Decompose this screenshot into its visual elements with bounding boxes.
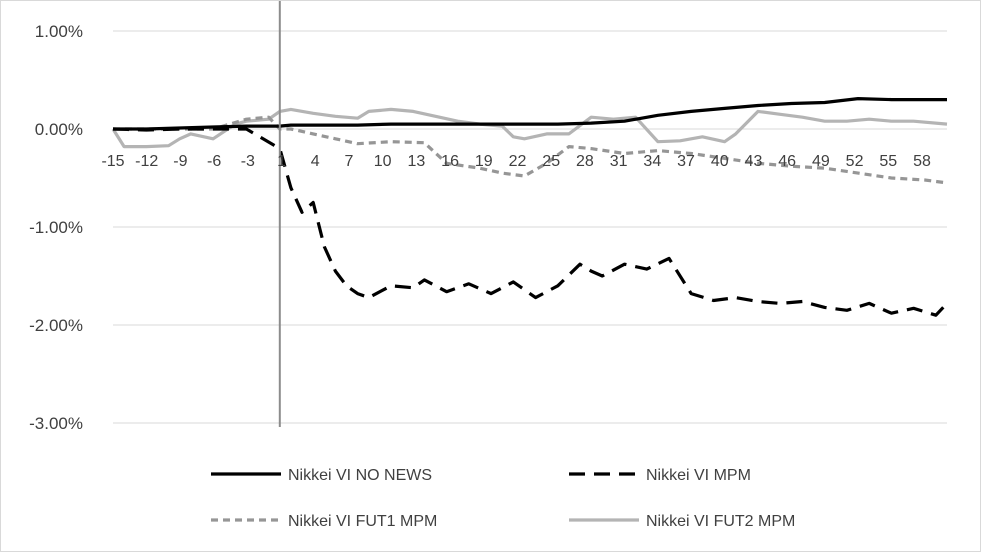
gridlines bbox=[113, 30, 947, 424]
x-tick-label: 7 bbox=[345, 153, 354, 170]
x-tick-label: 43 bbox=[745, 153, 763, 170]
series-line bbox=[113, 96, 947, 131]
x-tick-label: 46 bbox=[778, 153, 796, 170]
x-tick-label: 37 bbox=[677, 153, 695, 170]
x-tick-label: -6 bbox=[207, 153, 221, 170]
x-tick-label: 31 bbox=[610, 153, 628, 170]
legend-label: Nikkei VI FUT2 MPM bbox=[646, 513, 795, 530]
series-lines bbox=[111, 96, 949, 317]
legend-label: Nikkei VI MPM bbox=[646, 467, 751, 484]
x-tick-label: -15 bbox=[101, 153, 124, 170]
x-tick-label: 19 bbox=[475, 153, 493, 170]
y-tick-label: 0.00% bbox=[35, 120, 83, 139]
y-axis-tick-labels: 1.00% 0.00% -1.00% -2.00% -3.00% bbox=[29, 22, 83, 433]
y-tick-label: 1.00% bbox=[35, 22, 83, 41]
x-tick-label: 16 bbox=[441, 153, 459, 170]
legend-label: Nikkei VI FUT1 MPM bbox=[288, 513, 437, 530]
series-line bbox=[112, 127, 949, 317]
y-tick-label: -1.00% bbox=[29, 218, 83, 237]
x-tick-label: 25 bbox=[542, 153, 560, 170]
x-tick-label: 10 bbox=[374, 153, 392, 170]
x-tick-label: 1 bbox=[277, 153, 286, 170]
x-tick-label: -9 bbox=[173, 153, 187, 170]
x-tick-label: -3 bbox=[241, 153, 255, 170]
x-tick-label: 55 bbox=[879, 153, 897, 170]
x-tick-label: 49 bbox=[812, 153, 830, 170]
x-tick-label: 52 bbox=[846, 153, 864, 170]
x-tick-label: 13 bbox=[407, 153, 425, 170]
x-tick-label: 22 bbox=[509, 153, 527, 170]
legend-label: Nikkei VI NO NEWS bbox=[288, 467, 432, 484]
x-tick-label: 40 bbox=[711, 153, 729, 170]
x-tick-label: 4 bbox=[311, 153, 320, 170]
x-tick-label: 34 bbox=[643, 153, 661, 170]
y-tick-label: -2.00% bbox=[29, 316, 83, 335]
x-axis-tick-labels: -15 -12 -9 -6 -3 1 4 7 10 13 16 19 22 25 28 31 34 37 40 43 4… bbox=[101, 153, 931, 170]
legend: Nikkei VI NO NEWS Nikkei VI MPM Nikkei VI … bbox=[211, 467, 795, 530]
x-tick-label: 58 bbox=[913, 153, 931, 170]
series-line bbox=[113, 115, 948, 185]
y-tick-label: -3.00% bbox=[29, 414, 83, 433]
x-tick-label: -12 bbox=[135, 153, 158, 170]
x-tick-label: 28 bbox=[576, 153, 594, 170]
